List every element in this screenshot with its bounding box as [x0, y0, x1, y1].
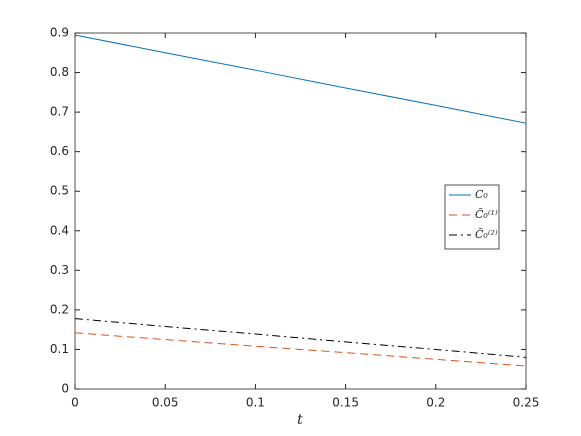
y-tick-label: 0.8 — [50, 65, 69, 79]
y-tick-label: 0.2 — [50, 302, 69, 316]
legend-box — [444, 184, 500, 250]
x-tick-label: 0 — [71, 396, 79, 410]
x-tick-label: 0.25 — [513, 396, 540, 410]
y-tick-label: 0.1 — [50, 342, 69, 356]
series-line — [74, 332, 527, 367]
legend-label: C₀ — [475, 188, 488, 201]
legend-label: C̃₀⁽¹⁾ — [475, 208, 498, 221]
y-tick-label: 0.9 — [50, 26, 69, 40]
series-line — [74, 318, 527, 358]
y-tick-label: 0.3 — [50, 263, 69, 277]
plot-frame — [74, 32, 527, 390]
y-tick-label: 0 — [61, 382, 69, 396]
y-tick-label: 0.4 — [50, 223, 69, 237]
x-tick-label: 0.05 — [152, 396, 179, 410]
x-axis-label: t — [297, 412, 303, 428]
y-tick-label: 0.6 — [50, 144, 69, 158]
x-tick-label: 0.15 — [332, 396, 359, 410]
x-tick-label: 0.1 — [246, 396, 265, 410]
legend-label: C̃₀⁽²⁾ — [475, 228, 498, 241]
series-line — [74, 34, 527, 124]
y-tick-label: 0.7 — [50, 105, 69, 119]
legend: C₀ C̃₀⁽¹⁾ C̃₀⁽²⁾ — [444, 184, 500, 250]
y-tick-label: 0.5 — [50, 184, 69, 198]
x-tick-label: 0.2 — [426, 396, 445, 410]
